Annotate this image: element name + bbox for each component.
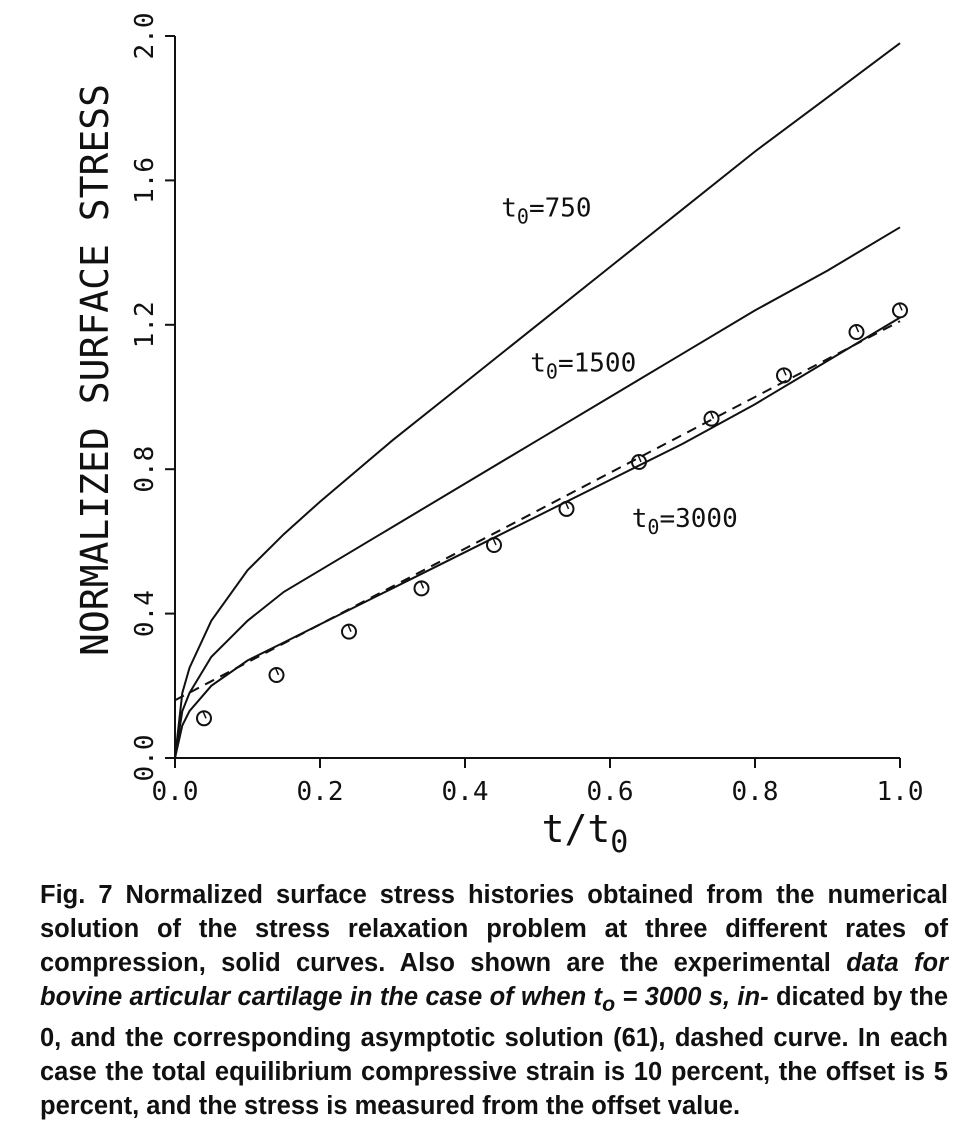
- caption-text-2: dicated by the 0, and the corresponding …: [40, 983, 948, 1121]
- x-tick-label: 0.4: [442, 777, 489, 807]
- data-point-marker: [703, 410, 720, 427]
- y-tick-label: 2.0: [130, 13, 160, 60]
- data-point-tick: [854, 324, 860, 333]
- curve-label-3: t0=3000: [632, 504, 738, 539]
- x-tick-label: 0.8: [732, 777, 779, 807]
- data-point-marker: [341, 623, 357, 640]
- x-tick-label: 0.2: [297, 777, 344, 807]
- data-point-marker: [268, 666, 285, 683]
- asymptotic-dashed-curve: [174, 320, 901, 702]
- data-point-marker: [631, 453, 647, 470]
- plot-area: 0.0 0.2 0.4 0.6 0.8 1.0 0.0 0.4 0.8 1.2 1.6 2.0 t0=7…: [130, 13, 923, 807]
- x-tick-label: 0.0: [152, 777, 199, 807]
- data-point-tick: [709, 411, 715, 419]
- data-point-marker: [486, 537, 502, 554]
- data-point-tick: [274, 667, 280, 676]
- data-point-marker: [196, 710, 212, 727]
- curve-label-1: t0=750: [501, 194, 591, 229]
- y-axis-title: NORMALIZED SURFACE STRESS: [73, 84, 117, 656]
- data-point-marker: [892, 302, 908, 319]
- data-point-tick: [492, 537, 497, 546]
- data-point-tick: [898, 303, 903, 311]
- series-line-2: [174, 226, 901, 759]
- series-line-3: [174, 316, 901, 759]
- y-tick-label: 0.0: [130, 735, 160, 782]
- data-point-tick: [782, 368, 787, 376]
- data-point-marker: [558, 500, 575, 517]
- data-point-tick: [347, 624, 352, 632]
- curve-label-2: t0=1500: [530, 349, 636, 384]
- caption-italic: data for bovine articular cartilage in t…: [40, 949, 948, 1017]
- y-tick-label: 0.4: [130, 590, 160, 637]
- y-tick-label: 0.8: [130, 446, 160, 493]
- data-point-tick: [564, 501, 570, 510]
- data-point-tick: [419, 581, 425, 589]
- y-tick-label: 1.6: [130, 157, 160, 204]
- series-line-1: [174, 42, 901, 759]
- data-point-marker: [776, 367, 792, 384]
- data-point-marker: [848, 324, 865, 341]
- x-tick-label: 1.0: [877, 777, 924, 807]
- x-axis-title: t/t0: [542, 807, 629, 860]
- chart: 0.0 0.2 0.4 0.6 0.8 1.0 0.0 0.4 0.8 1.2 1.6 2.0 t0=7…: [73, 13, 923, 860]
- data-point-marker: [413, 580, 430, 597]
- y-tick-label: 1.2: [130, 301, 160, 348]
- data-point-tick: [637, 454, 642, 463]
- data-point-tick: [202, 710, 207, 719]
- figure-caption: Fig. 7 Normalized surface stress histori…: [40, 878, 948, 1123]
- x-tick-label: 0.6: [587, 777, 634, 807]
- caption-text-1: Fig. 7 Normalized surface stress histori…: [40, 881, 948, 977]
